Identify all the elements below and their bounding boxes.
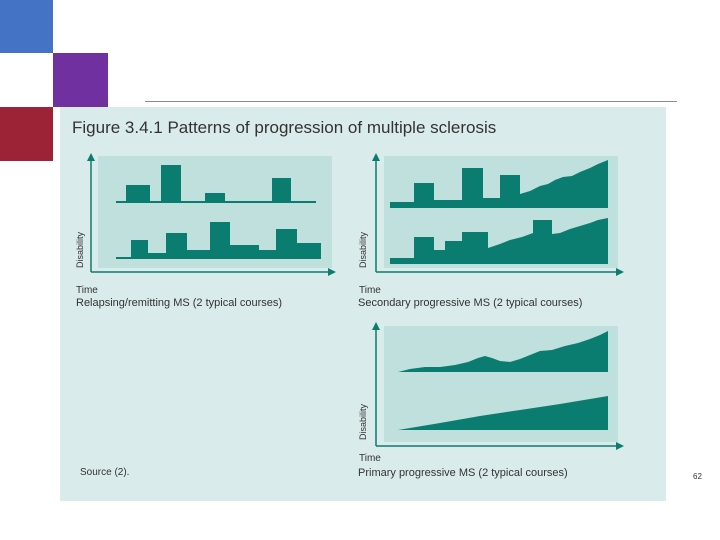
relapsing-course-1 xyxy=(116,165,316,203)
title-rule xyxy=(145,101,677,102)
primary-course-2 xyxy=(398,396,608,430)
primary-caption: Primary progressive MS (2 typical course… xyxy=(358,467,568,479)
figure-source: Source (2). xyxy=(80,467,130,478)
relapsing-caption: Relapsing/remitting MS (2 typical course… xyxy=(76,297,283,309)
primary-y-label: Disability xyxy=(358,403,368,440)
corner-square-red xyxy=(0,107,53,161)
relapsing-course-2 xyxy=(116,222,321,259)
primary-x-label: Time xyxy=(359,453,381,464)
secondary-x-label: Time xyxy=(359,285,381,296)
secondary-y-label: Disability xyxy=(358,231,368,268)
secondary-course-1 xyxy=(390,160,608,208)
relapsing-x-label: Time xyxy=(76,285,98,296)
relapsing-y-label: Disability xyxy=(75,231,85,268)
page-number: 62 xyxy=(693,472,702,481)
secondary-course-2 xyxy=(390,218,608,264)
corner-square-purple xyxy=(53,53,108,107)
primary-course-1 xyxy=(398,331,608,372)
corner-square-blue xyxy=(0,0,53,53)
figure-title: Figure 3.4.1 Patterns of progression of … xyxy=(72,118,497,137)
secondary-caption: Secondary progressive MS (2 typical cour… xyxy=(358,297,583,309)
